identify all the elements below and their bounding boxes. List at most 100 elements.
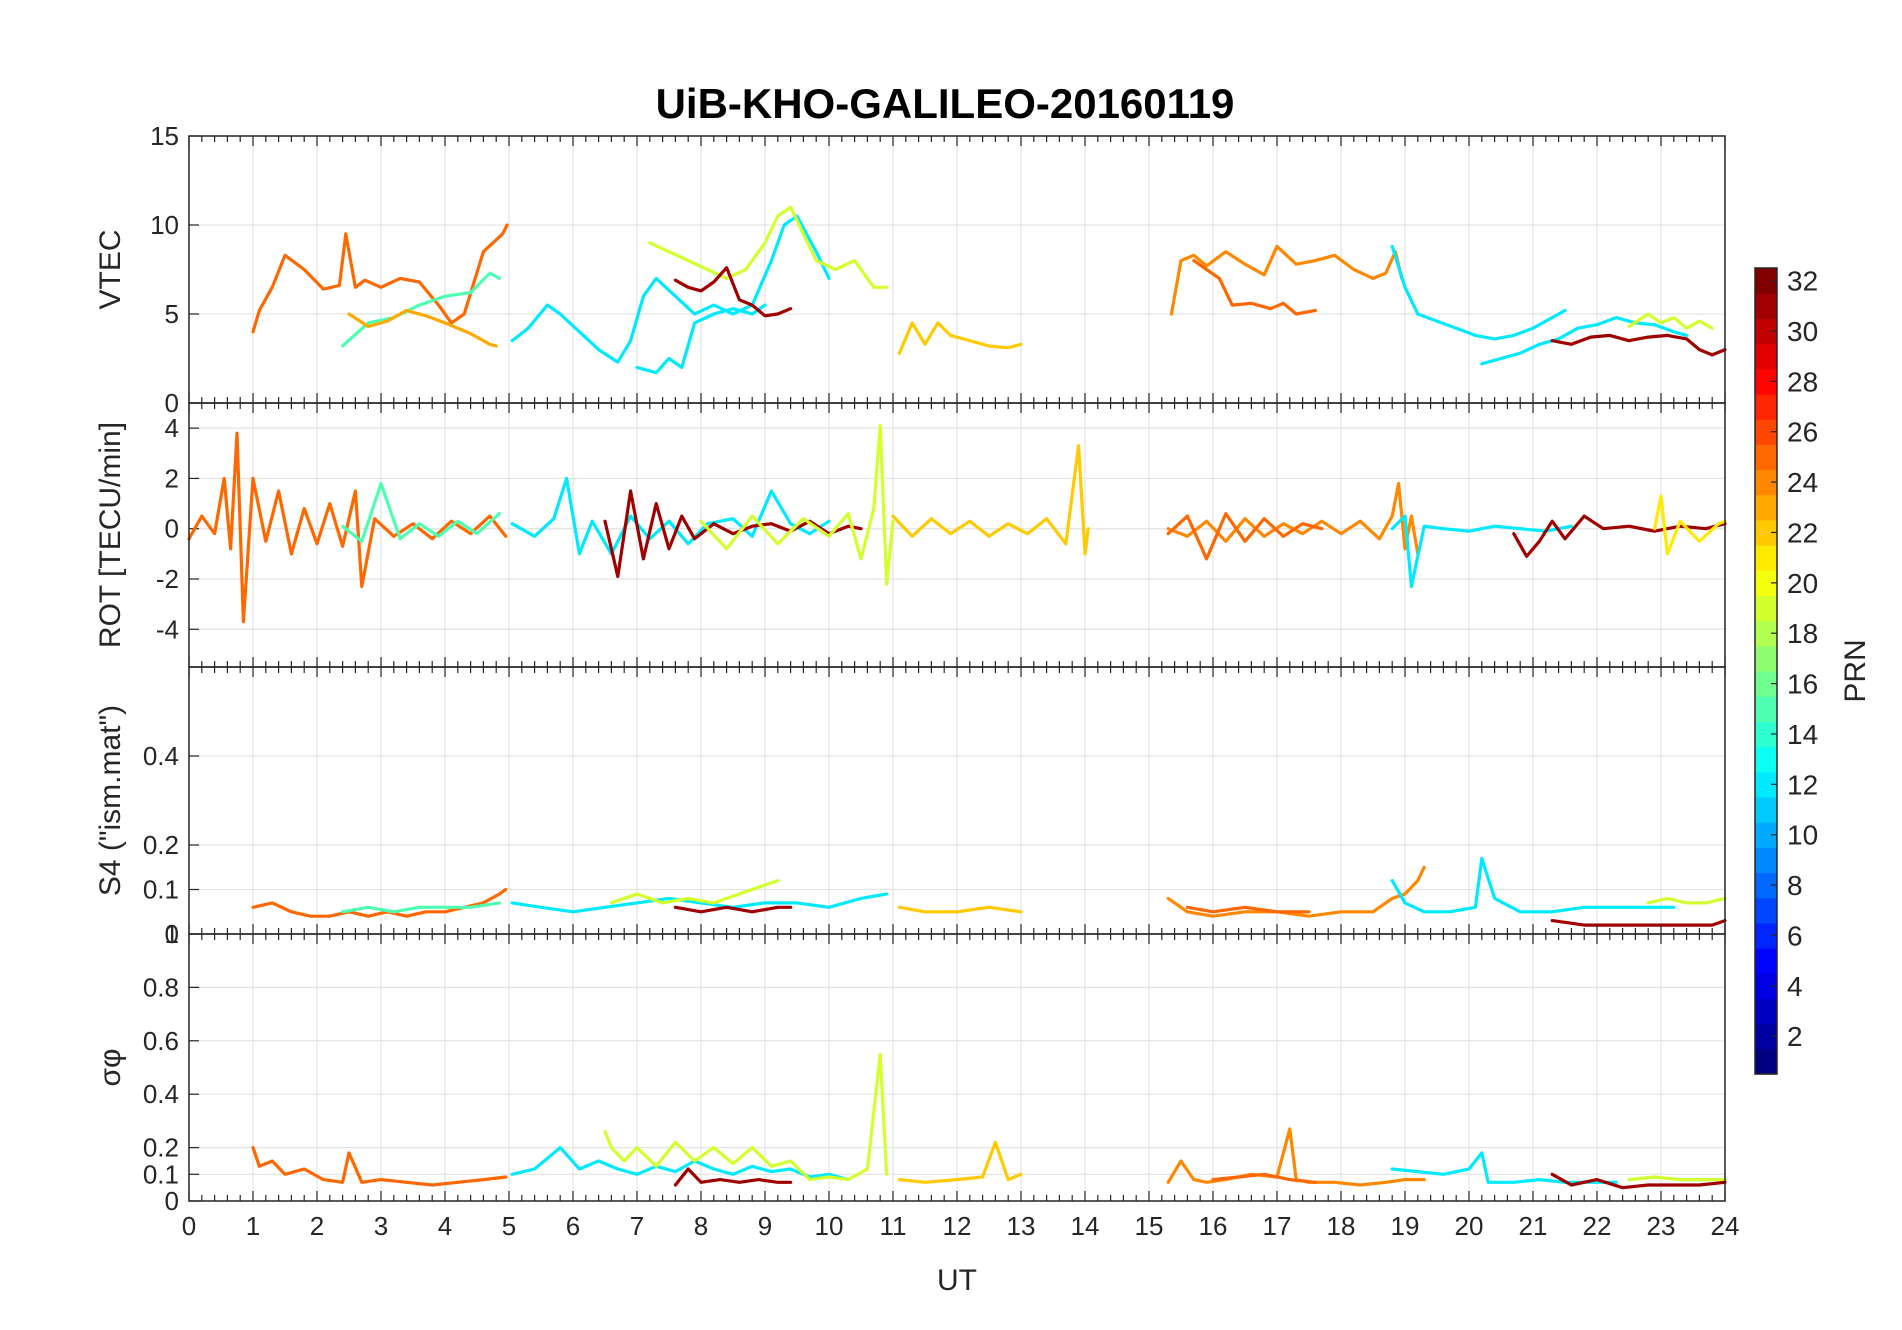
y-tick-label: 2 — [165, 463, 179, 493]
series-prn-22 — [891, 444, 1090, 556]
x-tick-label: 20 — [1455, 1211, 1484, 1241]
series-prn-19 — [1627, 1175, 1727, 1182]
x-tick-label: 11 — [880, 1211, 907, 1241]
y-tick-label: 0.4 — [143, 741, 179, 771]
series-prn-15 — [341, 901, 501, 914]
series-prn-25 — [1185, 905, 1311, 914]
series-prn-31 — [673, 266, 793, 318]
y-axis-label: S4 ("ism.mat") — [94, 705, 127, 896]
y-tick-label: 0 — [165, 388, 179, 418]
x-tick-label: 7 — [630, 1211, 644, 1241]
series-prn-24 — [1166, 1127, 1426, 1187]
y-tick-label: 0.8 — [143, 972, 179, 1002]
series-prn-12 — [510, 1146, 850, 1182]
colorbar-cell — [1755, 393, 1777, 420]
series-prn-25 — [251, 887, 508, 918]
series-prn-19 — [609, 879, 780, 905]
y-axis-label: ROT [TECU/min] — [94, 422, 127, 648]
colorbar-tick-label: 30 — [1787, 316, 1818, 347]
series-prn-31 — [673, 905, 793, 914]
series-prn-25 — [1166, 512, 1324, 561]
y-tick-label: 0.6 — [143, 1026, 179, 1056]
colorbar-cell — [1755, 494, 1777, 521]
colorbar-tick-label: 22 — [1787, 517, 1818, 548]
x-tick-label: 23 — [1647, 1211, 1676, 1241]
y-tick-label: 15 — [150, 121, 179, 151]
colorbar-cell — [1755, 721, 1777, 748]
series-prn-31 — [1550, 333, 1727, 357]
colorbar-tick-label: 10 — [1787, 820, 1818, 851]
colorbar-cell — [1755, 771, 1777, 798]
series-prn-12 — [1480, 316, 1689, 366]
colorbar-cell — [1755, 746, 1777, 773]
panel-rot: -4 -2 0 2 4 ROT [TECU/min] — [94, 402, 1727, 668]
colorbar-cell — [1755, 645, 1777, 672]
x-tick-label: 0 — [182, 1211, 196, 1241]
x-tick-label: 17 — [1263, 1211, 1292, 1241]
y-tick-label: 1 — [165, 919, 179, 949]
series-prn-31 — [603, 489, 863, 579]
colorbar-cell — [1755, 343, 1777, 370]
colorbar-cell — [1755, 519, 1777, 546]
colorbar-cell — [1755, 973, 1777, 1000]
y-tick-label: 0.2 — [143, 830, 179, 860]
colorbar-cell — [1755, 1023, 1777, 1050]
colorbar-cell — [1755, 998, 1777, 1025]
x-tick-label: 18 — [1327, 1211, 1356, 1241]
colorbar-tick-label: 2 — [1787, 1021, 1803, 1052]
colorbar-cell — [1755, 595, 1777, 622]
colorbar-cell — [1755, 318, 1777, 345]
series-prn-12 — [1390, 1151, 1618, 1184]
series-prn-19 — [699, 424, 895, 586]
y-tick-label: 0 — [165, 514, 179, 544]
colorbar-cell — [1755, 922, 1777, 949]
x-tick-label: 9 — [758, 1211, 772, 1241]
series-prn-23 — [347, 308, 498, 348]
y-tick-label: 0.1 — [143, 875, 179, 905]
series-prn-19 — [1627, 312, 1714, 330]
colorbar-cell — [1755, 796, 1777, 823]
series-prn-31 — [1550, 1172, 1727, 1190]
series-prn-31 — [673, 1167, 793, 1187]
x-tick-label: 16 — [1199, 1211, 1228, 1241]
colorbar-tick-label: 26 — [1787, 417, 1818, 448]
x-tick-label: 22 — [1583, 1211, 1612, 1241]
colorbar-cell — [1755, 671, 1777, 697]
series-prn-19 — [648, 205, 889, 289]
y-tick-label: 4 — [165, 413, 179, 443]
y-tick-label: 0.4 — [143, 1079, 179, 1109]
colorbar-tick-label: 24 — [1787, 467, 1818, 498]
y-tick-label: 10 — [150, 210, 179, 240]
colorbar-cell — [1755, 570, 1777, 597]
colorbar-label: PRN — [1839, 639, 1872, 702]
x-tick-label: 8 — [694, 1211, 708, 1241]
x-tick-label: 15 — [1135, 1211, 1164, 1241]
x-tick-label: 1 — [246, 1211, 260, 1241]
colorbar-cell — [1755, 620, 1777, 647]
x-tick-label: 21 — [1519, 1211, 1548, 1241]
series-prn-12 — [510, 892, 889, 914]
colorbar-cell — [1755, 696, 1777, 722]
y-tick-label: -2 — [156, 564, 179, 594]
colorbar-cell — [1755, 444, 1777, 471]
y-tick-label: 0 — [165, 919, 179, 949]
colorbar-cell — [1755, 419, 1777, 445]
series-prn-19 — [603, 1052, 889, 1182]
panel-s4: 0 0.1 0.2 0.4 S4 ("ism.mat") — [94, 666, 1727, 949]
x-tick-label: 13 — [1007, 1211, 1036, 1241]
series-prn-15 — [341, 271, 501, 348]
colorbar-frame — [1754, 267, 1778, 1075]
series-prn-19 — [1646, 896, 1727, 905]
x-axis-label: UT — [937, 1264, 977, 1297]
series-prn-25 — [1211, 1172, 1317, 1184]
y-axis-label: σφ — [94, 1049, 127, 1087]
y-tick-label: 0 — [165, 1186, 179, 1216]
series-prn-22 — [897, 905, 1023, 914]
colorbar-cell — [1755, 469, 1777, 496]
y-tick-label: -4 — [156, 614, 179, 644]
colorbar-tick-label: 16 — [1787, 669, 1818, 700]
